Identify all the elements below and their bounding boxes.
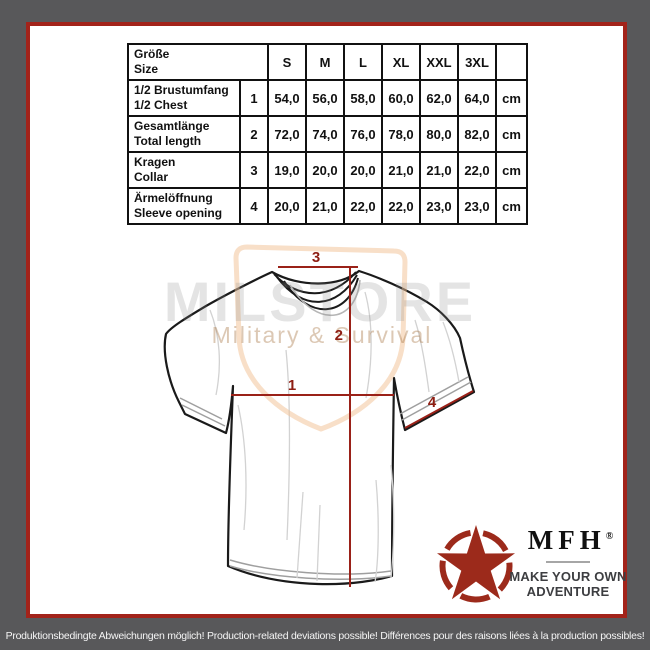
unit-cell: cm bbox=[495, 79, 528, 117]
value-cell: 21,0 bbox=[305, 187, 345, 225]
unit-cell: cm bbox=[495, 187, 528, 225]
seam-lines bbox=[179, 376, 472, 580]
value-cell: 23,0 bbox=[419, 187, 459, 225]
col-header-xl: XL bbox=[381, 43, 421, 81]
brand-name-text: MFH bbox=[527, 525, 606, 555]
row-label-de: Gesamtlänge bbox=[134, 119, 210, 133]
col-header-l: L bbox=[343, 43, 383, 81]
value-cell: 80,0 bbox=[419, 115, 459, 153]
value-cell: 19,0 bbox=[267, 151, 307, 189]
table-row: Gesamtlänge Total length 2 72,0 74,0 76,… bbox=[127, 115, 528, 153]
tshirt-measurement-diagram: MILSTORE Military & Survival 3 2 1 4 bbox=[163, 244, 476, 587]
crease-lines bbox=[209, 291, 460, 583]
value-cell: 64,0 bbox=[457, 79, 497, 117]
row-label-de: Kragen bbox=[134, 155, 176, 169]
col-header-m: M bbox=[305, 43, 345, 81]
value-cell: 62,0 bbox=[419, 79, 459, 117]
row-label-en: 1/2 Chest bbox=[134, 98, 188, 112]
watermark: MILSTORE Military & Survival bbox=[164, 244, 476, 432]
value-cell: 56,0 bbox=[305, 79, 345, 117]
value-cell: 54,0 bbox=[267, 79, 307, 117]
row-num: 2 bbox=[239, 115, 269, 153]
mfh-star-logo-icon bbox=[437, 525, 515, 603]
row-num: 4 bbox=[239, 187, 269, 225]
header-label-en: Size bbox=[134, 62, 159, 76]
row-label-chest: 1/2 Brustumfang 1/2 Chest bbox=[127, 79, 241, 117]
value-cell: 21,0 bbox=[419, 151, 459, 189]
size-table: Größe Size S M L XL XXL 3XL 1/2 Brustumf… bbox=[127, 43, 528, 225]
row-num: 3 bbox=[239, 151, 269, 189]
value-cell: 78,0 bbox=[381, 115, 421, 153]
row-label-collar: Kragen Collar bbox=[127, 151, 241, 189]
row-label-sleeve-opening: Ärmelöffnung Sleeve opening bbox=[127, 187, 241, 225]
col-header-xxl: XXL bbox=[419, 43, 459, 81]
value-cell: 22,0 bbox=[343, 187, 383, 225]
brand-name: MFH® bbox=[508, 525, 628, 556]
brand-tagline: MAKE YOUR OWN ADVENTURE bbox=[508, 569, 628, 600]
measure-label-sleeve: 4 bbox=[428, 394, 437, 411]
measure-lines bbox=[231, 266, 474, 587]
table-header-row: Größe Size S M L XL XXL 3XL bbox=[127, 43, 528, 81]
value-cell: 20,0 bbox=[305, 151, 345, 189]
value-cell: 20,0 bbox=[267, 187, 307, 225]
brand-divider bbox=[546, 560, 590, 563]
row-label-en: Sleeve opening bbox=[134, 206, 223, 220]
header-size-cell: Größe Size bbox=[127, 43, 269, 81]
value-cell: 74,0 bbox=[305, 115, 345, 153]
row-label-total-length: Gesamtlänge Total length bbox=[127, 115, 241, 153]
value-cell: 23,0 bbox=[457, 187, 497, 225]
content-panel: Größe Size S M L XL XXL 3XL 1/2 Brustumf… bbox=[26, 22, 627, 618]
row-label-en: Collar bbox=[134, 170, 169, 184]
watermark-title: MILSTORE bbox=[164, 270, 476, 333]
shield-icon bbox=[233, 244, 408, 432]
col-header-s: S bbox=[267, 43, 307, 81]
unit-cell: cm bbox=[495, 115, 528, 153]
value-cell: 58,0 bbox=[343, 79, 383, 117]
brand-block: MFH® MAKE YOUR OWN ADVENTURE bbox=[508, 525, 628, 600]
measure-label-collar: 3 bbox=[312, 249, 320, 266]
row-label-de: Ärmelöffnung bbox=[134, 191, 213, 205]
tagline-line-2: ADVENTURE bbox=[526, 584, 610, 600]
footer-disclaimer: Produktionsbedingte Abweichungen möglich… bbox=[5, 629, 645, 642]
value-cell: 21,0 bbox=[381, 151, 421, 189]
measure-line-sleeve bbox=[404, 390, 474, 429]
tagline-line-1: MAKE YOUR OWN bbox=[509, 568, 627, 584]
value-cell: 72,0 bbox=[267, 115, 307, 153]
table-row: Ärmelöffnung Sleeve opening 4 20,0 21,0 … bbox=[127, 187, 528, 225]
col-header-3xl: 3XL bbox=[457, 43, 497, 81]
value-cell: 76,0 bbox=[343, 115, 383, 153]
value-cell: 22,0 bbox=[381, 187, 421, 225]
measure-label-length: 2 bbox=[335, 327, 343, 344]
value-cell: 22,0 bbox=[457, 151, 497, 189]
table-row: Kragen Collar 3 19,0 20,0 20,0 21,0 21,0… bbox=[127, 151, 528, 189]
value-cell: 60,0 bbox=[381, 79, 421, 117]
value-cell: 82,0 bbox=[457, 115, 497, 153]
unit-cell: cm bbox=[495, 151, 528, 189]
table-row: 1/2 Brustumfang 1/2 Chest 1 54,0 56,0 58… bbox=[127, 79, 528, 117]
col-header-unit bbox=[495, 43, 528, 81]
row-label-en: Total length bbox=[134, 134, 202, 148]
watermark-subtitle: Military & Survival bbox=[212, 322, 433, 348]
row-num: 1 bbox=[239, 79, 269, 117]
registered-mark: ® bbox=[605, 531, 614, 542]
measure-labels: 3 2 1 4 bbox=[288, 249, 437, 411]
row-label-de: 1/2 Brustumfang bbox=[134, 83, 229, 97]
measure-label-chest: 1 bbox=[288, 377, 296, 394]
value-cell: 20,0 bbox=[343, 151, 383, 189]
header-label-de: Größe bbox=[134, 47, 170, 61]
